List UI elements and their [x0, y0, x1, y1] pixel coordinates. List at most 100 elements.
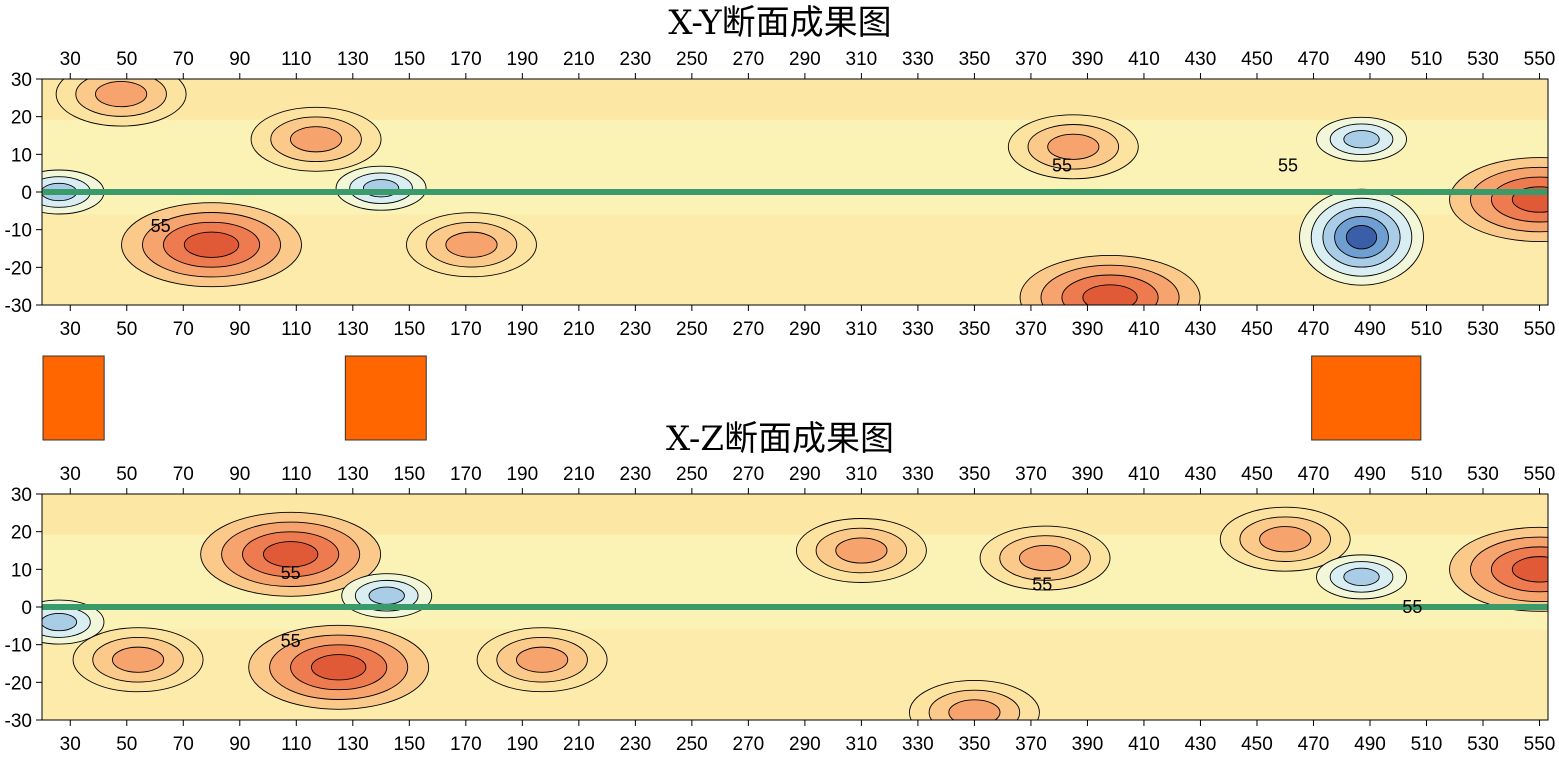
- x-tick-label-top: 330: [902, 49, 934, 70]
- x-tick-label-bottom: 290: [789, 319, 821, 340]
- high-anomaly: [248, 624, 430, 710]
- y-tick-label: 30: [11, 70, 32, 91]
- contour-label: 55: [1402, 597, 1422, 617]
- x-tick-label-bottom: 190: [506, 734, 538, 755]
- x-tick-label-top: 510: [1411, 49, 1443, 70]
- x-tick-label-bottom: 390: [1072, 319, 1104, 340]
- y-tick-label: -20: [5, 258, 32, 279]
- x-tick-label-top: 470: [1298, 464, 1330, 485]
- anomaly-contour: [262, 541, 319, 568]
- x-tick-label-top: 470: [1298, 49, 1330, 70]
- band-top: [42, 79, 1548, 120]
- x-tick-label-top: 110: [281, 464, 311, 485]
- x-tick-label-top: 450: [1241, 49, 1273, 70]
- x-tick-label-top: 190: [506, 49, 538, 70]
- field-layer: [42, 494, 1548, 720]
- anomaly-contour: [1343, 567, 1380, 586]
- low-anomaly: [1299, 188, 1424, 286]
- anomaly-contour: [1082, 284, 1138, 305]
- anomaly-contour: [368, 586, 405, 605]
- x-tick-label-bottom: 170: [450, 734, 482, 755]
- x-tick-label-bottom: 50: [116, 319, 137, 340]
- high-anomaly: [121, 202, 302, 288]
- anomaly-contour: [1345, 224, 1378, 250]
- x-tick-label-bottom: 330: [902, 319, 934, 340]
- anomaly-contour: [95, 81, 148, 108]
- x-tick-label-top: 70: [173, 464, 194, 485]
- contour-label: 55: [281, 563, 301, 583]
- x-tick-label-bottom: 30: [60, 319, 81, 340]
- x-tick-label-bottom: 450: [1241, 734, 1273, 755]
- high-anomaly: [55, 79, 187, 127]
- x-tick-label-bottom: 210: [563, 734, 595, 755]
- high-anomaly: [200, 511, 382, 597]
- x-tick-label-bottom: 410: [1128, 734, 1160, 755]
- high-anomaly: [1449, 157, 1548, 242]
- xy-section-panel: X-Y断面成果图 55 55 55 30 30 50 50 70 70 90 90 110 110 130…: [5, 3, 1556, 340]
- x-tick-label-top: 550: [1524, 49, 1556, 70]
- y-tick-label: -10: [5, 636, 32, 657]
- x-tick-label-bottom: 390: [1072, 734, 1104, 755]
- x-tick-label-bottom: 490: [1354, 319, 1386, 340]
- x-tick-label-bottom: 490: [1354, 734, 1386, 755]
- x-tick-label-bottom: 150: [393, 319, 425, 340]
- high-anomaly: [406, 212, 537, 278]
- x-tick-label-bottom: 310: [846, 319, 878, 340]
- high-anomaly: [1449, 526, 1548, 612]
- x-tick-label-top: 370: [1015, 464, 1047, 485]
- x-tick-label-top: 90: [229, 49, 250, 70]
- x-tick-label-top: 530: [1467, 464, 1499, 485]
- anomaly-contour: [1511, 556, 1548, 583]
- xz-section-title: X-Z断面成果图: [666, 419, 894, 459]
- x-tick-label-bottom: 430: [1185, 734, 1217, 755]
- y-tick-label: -10: [5, 221, 32, 242]
- contour-label: 55: [1278, 156, 1298, 176]
- high-anomaly: [908, 680, 1040, 720]
- x-tick-label-bottom: 470: [1298, 734, 1330, 755]
- x-tick-label-top: 330: [902, 464, 934, 485]
- x-tick-label-bottom: 550: [1524, 319, 1556, 340]
- low-anomaly: [335, 165, 427, 211]
- anomaly-contour: [948, 699, 1001, 720]
- x-tick-label-bottom: 330: [902, 734, 934, 755]
- x-tick-label-bottom: 50: [116, 734, 137, 755]
- x-tick-label-top: 130: [337, 464, 369, 485]
- x-tick-label-bottom: 410: [1128, 319, 1160, 340]
- anomaly-contour: [311, 654, 367, 681]
- x-tick-label-top: 230: [620, 464, 652, 485]
- y-tick-label: 30: [11, 485, 32, 506]
- x-tick-label-top: 410: [1128, 464, 1160, 485]
- x-tick-label-bottom: 210: [563, 319, 595, 340]
- x-tick-label-top: 130: [337, 49, 369, 70]
- x-tick-label-top: 210: [563, 49, 595, 70]
- x-tick-label-top: 290: [789, 49, 821, 70]
- x-tick-label-top: 90: [229, 464, 250, 485]
- y-tick-label: 20: [11, 108, 32, 129]
- y-tick-label: -30: [5, 296, 32, 317]
- x-tick-label-bottom: 130: [337, 319, 369, 340]
- x-tick-label-bottom: 130: [337, 734, 369, 755]
- x-tick-label-bottom: 170: [450, 319, 482, 340]
- anomaly-contour: [516, 646, 569, 673]
- xz-heatmap: 55 55 55 55 30 30 50 50 70 70 90 90 110 110 130 130 150 1…: [5, 464, 1556, 755]
- contour-label: 55: [151, 216, 171, 236]
- xy-section-title: X-Y断面成果图: [668, 3, 891, 43]
- x-tick-label-bottom: 90: [229, 734, 250, 755]
- x-tick-label-top: 450: [1241, 464, 1273, 485]
- x-tick-label-bottom: 230: [620, 319, 652, 340]
- x-tick-label-bottom: 350: [959, 319, 991, 340]
- x-tick-label-bottom: 310: [846, 734, 878, 755]
- x-tick-label-top: 350: [959, 49, 991, 70]
- x-tick-label-top: 390: [1072, 464, 1104, 485]
- anomaly-contour: [112, 646, 165, 673]
- anomaly-contour: [445, 231, 498, 258]
- high-anomaly: [979, 525, 1111, 591]
- contour-label: 55: [281, 631, 301, 651]
- high-anomaly: [795, 518, 927, 583]
- y-tick-label: 0: [21, 598, 32, 619]
- xz-section-panel: X-Z断面成果图 55 55 55 55 30 30 50 50 70 70 90 90 110 110 1…: [5, 419, 1556, 755]
- x-tick-label-top: 150: [393, 49, 425, 70]
- y-tick-label: 20: [11, 523, 32, 544]
- x-tick-label-top: 270: [733, 49, 765, 70]
